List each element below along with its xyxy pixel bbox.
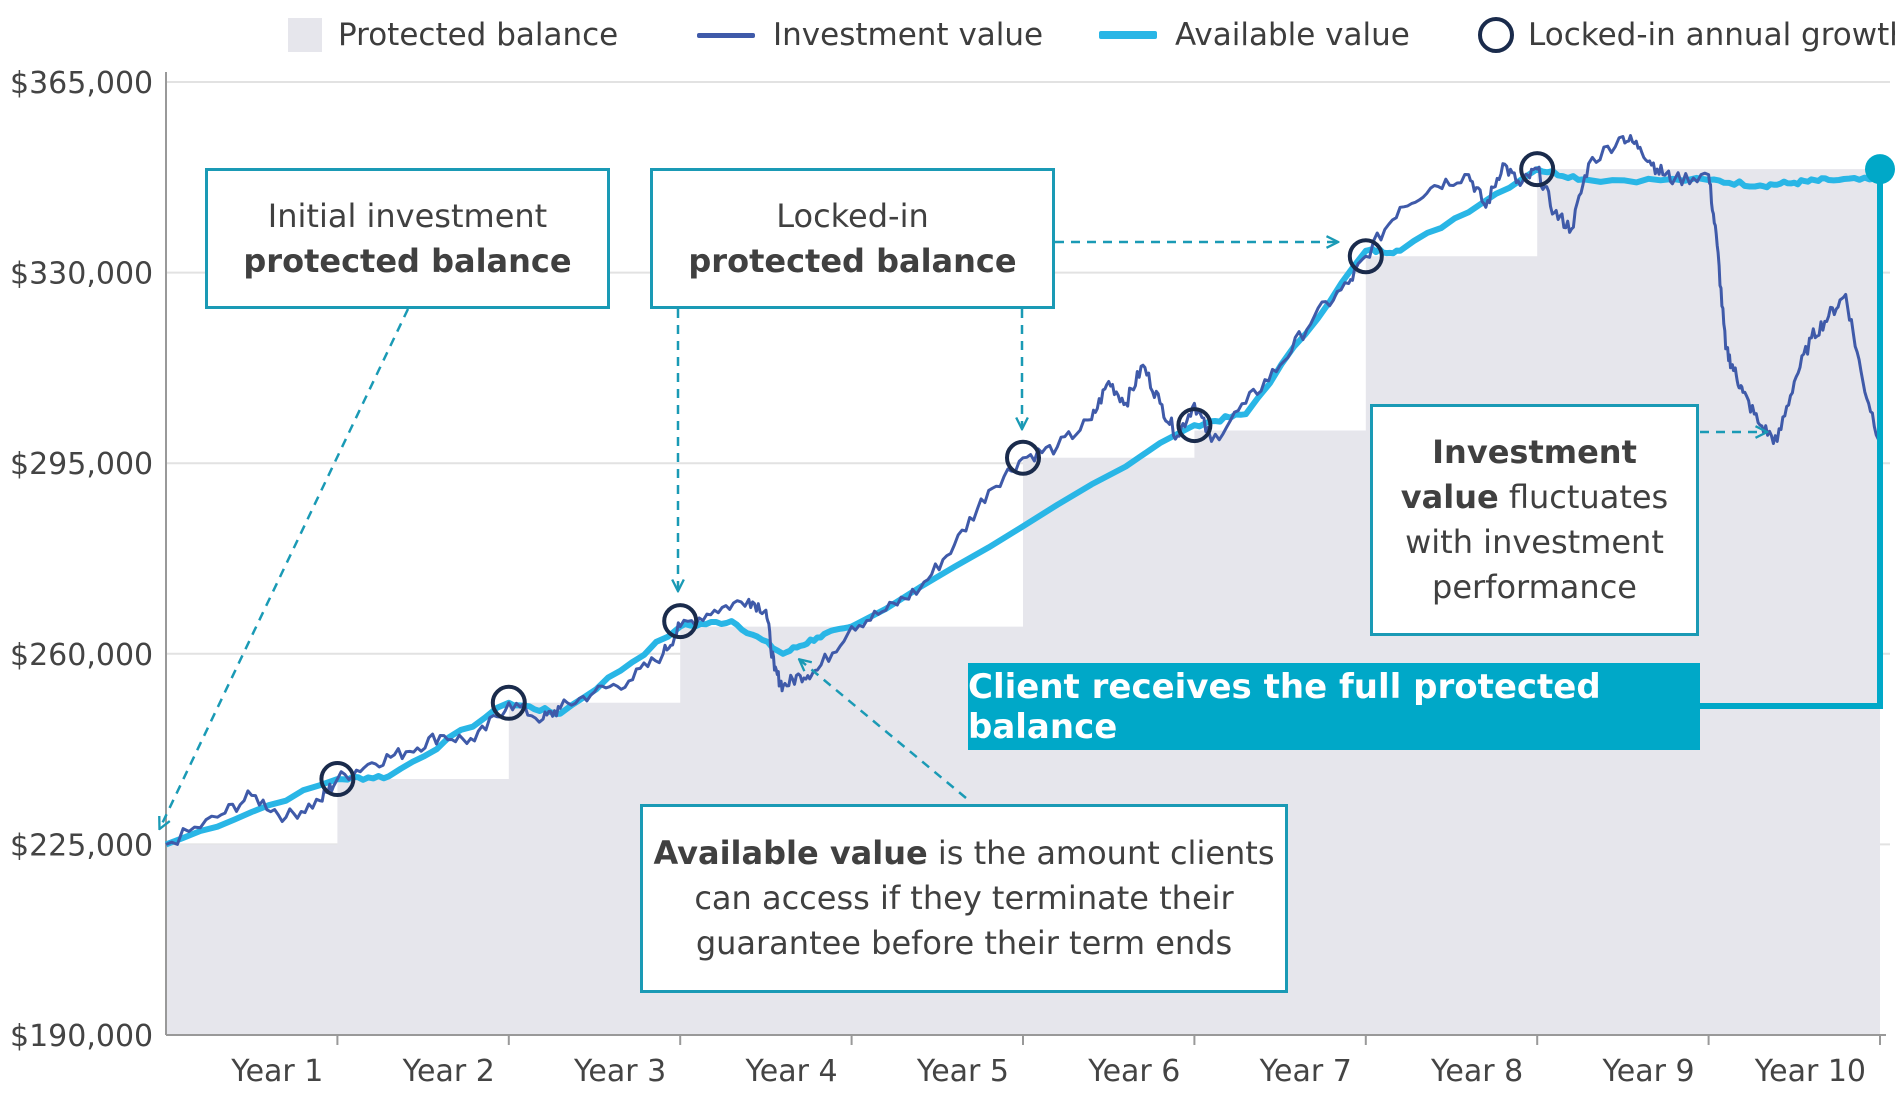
investment-callout-rest1: fluctuates — [1498, 478, 1669, 516]
initial-investment-callout: Initial investment protected balance — [205, 168, 610, 309]
legend-protected-label: Protected balance — [338, 17, 619, 53]
available-callout-rest1: is the amount clients — [927, 834, 1275, 872]
x-tick-label: Year 1 — [230, 1054, 323, 1089]
y-tick-label: $295,000 — [10, 447, 153, 482]
locked-in-circle-icon — [1478, 17, 1514, 53]
locked-in-growth-marker — [1005, 439, 1041, 476]
legend-item-protected: Protected balance — [288, 12, 618, 58]
y-tick-label: $260,000 — [10, 638, 153, 673]
investment-callout-bold2: value — [1400, 478, 1499, 516]
x-tick-label: Year 5 — [916, 1054, 1009, 1089]
y-tick-label: $225,000 — [10, 828, 153, 863]
legend-investment-label: Investment value — [773, 17, 1044, 53]
available-value-swatch — [1099, 31, 1157, 39]
y-tick-label: $365,000 — [10, 66, 153, 101]
protected-balance-area — [166, 169, 1880, 1036]
legend-locked-label: Locked-in annual growth — [1528, 17, 1895, 53]
protected-balance-swatch — [288, 18, 322, 52]
investment-callout-rest3: performance — [1432, 568, 1637, 606]
protected-balance-step-area — [166, 169, 1880, 1036]
available-callout-rest2: can access if they terminate their — [694, 879, 1234, 917]
legend-item-locked: Locked-in annual growth — [1478, 12, 1895, 58]
available-callout-rest3: guarantee before their term ends — [695, 924, 1233, 962]
x-tick-label: Year 6 — [1087, 1054, 1180, 1089]
locked-in-growth-marker — [1347, 238, 1384, 275]
x-tick-label: Year 9 — [1601, 1054, 1694, 1089]
arrow-initial-to-start — [160, 308, 410, 828]
locked-in-growth-marker — [1519, 151, 1556, 188]
legend-available-label: Available value — [1175, 17, 1410, 53]
x-tick-label: Year 7 — [1259, 1054, 1352, 1089]
locked-in-growth-marker — [1176, 407, 1213, 444]
locked-in-growth-marker — [662, 603, 699, 640]
initial-callout-line1: Initial investment — [267, 196, 548, 235]
available-value-callout: Available value is the amount clients ca… — [640, 804, 1288, 993]
y-tick-label: $330,000 — [10, 257, 153, 292]
investment-callout-rest2: with investment — [1405, 523, 1664, 561]
annotation-arrows — [160, 154, 1895, 828]
investment-value-line — [165, 134, 1882, 846]
locked-in-growth-marker — [319, 761, 356, 798]
locked-in-callout: Locked-in protected balance — [650, 168, 1055, 309]
y-tick-label: $190,000 — [10, 1019, 153, 1054]
x-tick-label: Year 10 — [1754, 1054, 1866, 1089]
available-callout-bold: Available value — [653, 834, 928, 872]
x-tick-label: Year 4 — [744, 1054, 837, 1089]
client-banner-connector — [1700, 169, 1883, 709]
axes: $190,000 $225,000 $260,000 $295,000 $330,000… — [10, 66, 1886, 1089]
investment-callout-bold: Investment — [1432, 433, 1637, 471]
arrow-available-to-dip — [800, 660, 967, 799]
investment-value-callout: Investment value fluctuates with investm… — [1370, 404, 1699, 636]
investment-value-swatch — [697, 32, 755, 38]
x-tick-label: Year 3 — [573, 1054, 666, 1089]
locked-callout-line2: protected balance — [688, 241, 1017, 280]
initial-callout-line2: protected balance — [243, 241, 572, 280]
end-of-term-marker — [1865, 154, 1895, 185]
client-receives-banner: Client receives the full protected balan… — [968, 663, 1700, 750]
legend-item-investment: Investment value — [697, 12, 1043, 58]
locked-callout-line1: Locked-in — [776, 196, 929, 235]
x-tick-label: Year 8 — [1430, 1054, 1523, 1089]
client-banner-text: Client receives the full protected balan… — [968, 666, 1601, 747]
legend-item-available: Available value — [1099, 12, 1410, 58]
x-tick-label: Year 2 — [402, 1054, 495, 1089]
locked-in-markers — [319, 151, 1556, 798]
locked-in-growth-marker — [490, 684, 527, 721]
